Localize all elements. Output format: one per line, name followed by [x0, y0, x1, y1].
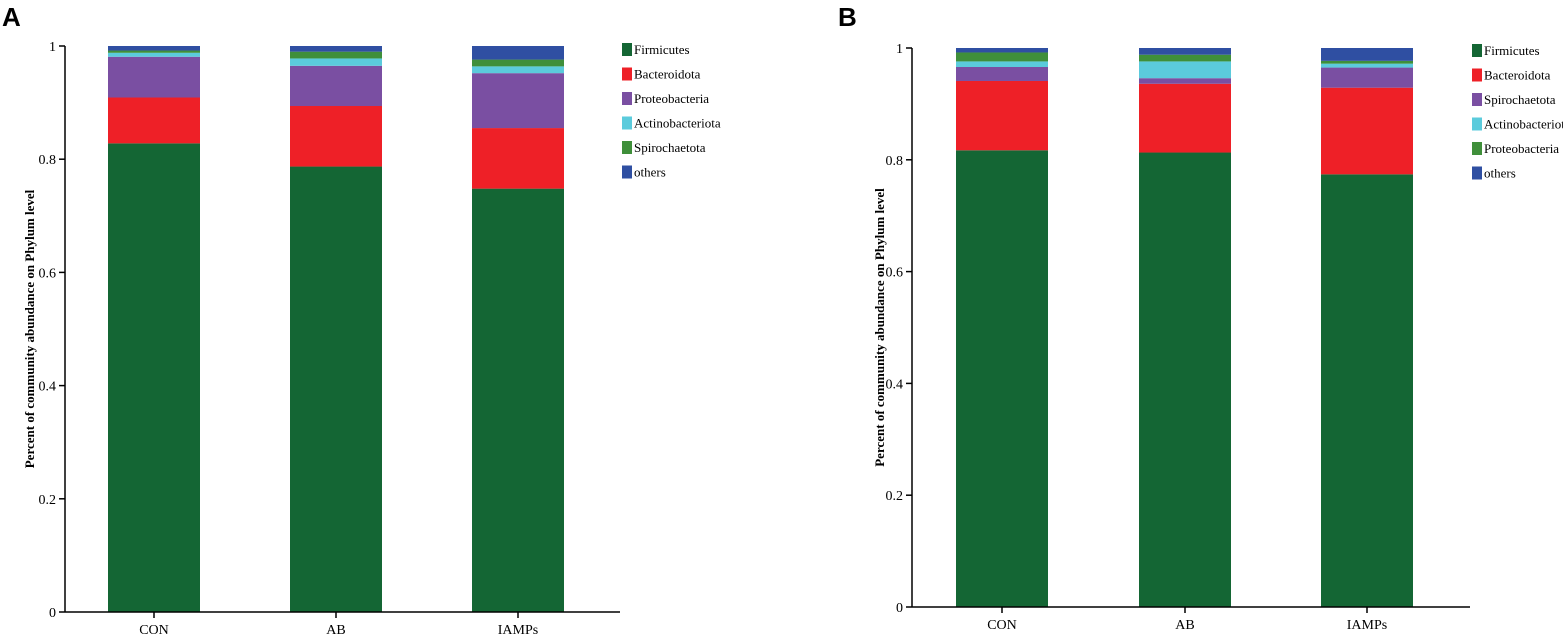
panel-b-y-tick-label: 0	[896, 601, 903, 616]
panel-a-y-tick-label: 0.8	[39, 153, 57, 168]
panel-a-bar-iamps-bacteroidota	[472, 128, 564, 189]
panel-a-y-axis-label: Percent of community abundance on Phylum…	[22, 189, 37, 468]
panel-b-legend-label-spirochaetota: Spirochaetota	[1484, 92, 1556, 107]
panel-a-bar-con-spirochaetota	[108, 50, 200, 53]
panel-b-legend-label-others: others	[1484, 166, 1516, 181]
panel-b-y-tick-label: 0.2	[886, 489, 904, 504]
panel-a-bar-iamps-others	[472, 46, 564, 60]
panel-b-bar-con-firmicutes	[956, 150, 1048, 607]
panel-b-bar-iamps-proteobacteria	[1321, 60, 1413, 64]
panel-a-bar-ab-bacteroidota	[290, 105, 382, 167]
panel-b-bar-con-proteobacteria	[956, 52, 1048, 62]
panel-a-bar-iamps-firmicutes	[472, 188, 564, 612]
panel-b-y-tick-label: 0.6	[886, 266, 904, 281]
panel-b-bar-iamps-spirochaetota	[1321, 67, 1413, 88]
panel-b-bar-con-bacteroidota	[956, 80, 1048, 151]
panel-a-y-tick-label: 0	[49, 606, 56, 621]
panel-a-x-tick-label-ab: AB	[326, 623, 345, 638]
panel-a-y-tick-label: 0.2	[39, 493, 57, 508]
panel-a-legend-label-spirochaetota: Spirochaetota	[634, 140, 706, 155]
panel-b-bar-ab-spirochaetota	[1139, 78, 1231, 84]
panel-b-bar-iamps-bacteroidota	[1321, 87, 1413, 175]
panel-a-bar-ab-others	[290, 46, 382, 52]
panel-b: B CON AB IAMPs 0 0.2 0.4 0.6 0.8 1 Percent of comm…	[838, 2, 1563, 633]
panel-b-legend-swatch-actinobacteriota	[1472, 117, 1482, 131]
panel-b-bar-con-actinobacteriota	[956, 61, 1048, 68]
panel-b-legend-swatch-proteobacteria	[1472, 142, 1482, 155]
panel-b-legend-swatch-bacteroidota	[1472, 68, 1482, 82]
panel-a-legend-label-proteobacteria: Proteobacteria	[634, 91, 709, 106]
panel-a-bar-con-bacteroidota	[108, 97, 200, 144]
panel-a-legend-label-actinobacteriota: Actinobacteriota	[634, 116, 721, 131]
panel-a-y-tick-label: 1	[49, 40, 56, 55]
panel-a-x-tick-label-iamps: IAMPs	[498, 623, 538, 638]
panel-b-bar-iamps-others	[1321, 48, 1413, 61]
panel-b-letter: B	[838, 2, 857, 32]
panel-a-letter: A	[2, 2, 21, 32]
panel-a-y-tick-label: 0.6	[39, 266, 57, 281]
panel-b-x-tick-label-ab: AB	[1175, 618, 1194, 633]
panel-b-legend-label-proteobacteria: Proteobacteria	[1484, 141, 1559, 156]
panel-b-legend-swatch-firmicutes	[1472, 44, 1482, 57]
panel-a-bar-iamps-spirochaetota	[472, 59, 564, 67]
panel-b-bar-iamps-actinobacteriota	[1321, 63, 1413, 68]
panel-b-legend-label-actinobacteriota: Actinobacteriota	[1484, 117, 1563, 132]
panel-b-legend-label-firmicutes: Firmicutes	[1484, 43, 1540, 58]
panel-b-bar-con-spirochaetota	[956, 67, 1048, 81]
panel-a-legend-swatch-firmicutes	[622, 43, 632, 56]
panel-a-legend-label-others: others	[634, 165, 666, 180]
panel-b-y-axis-label: Percent of community abundance on Phylum…	[872, 188, 887, 467]
panel-b-bar-ab-bacteroidota	[1139, 83, 1231, 153]
panel-a-bar-ab-proteobacteria	[290, 65, 382, 106]
panel-b-bar-ab-proteobacteria	[1139, 54, 1231, 62]
panel-a-bar-con-firmicutes	[108, 143, 200, 613]
panel-b-y-tick-label: 0.4	[886, 377, 904, 392]
panel-a-legend-swatch-bacteroidota	[622, 67, 632, 81]
panel-a-y-tick-label: 0.4	[39, 380, 57, 395]
panel-a-legend-label-bacteroidota: Bacteroidota	[634, 67, 701, 82]
panel-a-bar-ab-actinobacteriota	[290, 58, 382, 66]
panel-b-legend-swatch-spirochaetota	[1472, 93, 1482, 106]
panel-a-bar-iamps-actinobacteriota	[472, 66, 564, 74]
panel-a-legend-swatch-others	[622, 165, 632, 179]
panel-a-bar-iamps-proteobacteria	[472, 73, 564, 129]
panel-a-legend-swatch-spirochaetota	[622, 141, 632, 154]
panel-b-y-tick-label: 1	[896, 42, 903, 57]
panel-b-x-tick-label-iamps: IAMPs	[1347, 618, 1387, 633]
panel-a-x-tick-label-con: CON	[139, 623, 169, 638]
panel-b-bar-iamps-firmicutes	[1321, 174, 1413, 608]
panel-a-bar-con-others	[108, 46, 200, 51]
panel-b-y-tick-label: 0.8	[886, 154, 904, 169]
panel-a-bar-ab-spirochaetota	[290, 51, 382, 59]
panel-b-bar-con-others	[956, 48, 1048, 53]
panel-b-bar-ab-others	[1139, 48, 1231, 55]
panel-b-legend-swatch-others	[1472, 166, 1482, 180]
panel-b-bar-ab-firmicutes	[1139, 152, 1231, 607]
panel-a-legend-swatch-actinobacteriota	[622, 116, 632, 130]
panel-b-bar-ab-actinobacteriota	[1139, 61, 1231, 79]
panel-a: A CON AB IAMPs 0 0.2 0.4 0.6 0.8 1 Percent of comm…	[2, 2, 721, 638]
panel-a-bar-con-proteobacteria	[108, 56, 200, 98]
panel-b-x-tick-label-con: CON	[987, 618, 1017, 633]
panel-b-legend-label-bacteroidota: Bacteroidota	[1484, 68, 1551, 83]
panel-a-bar-ab-firmicutes	[290, 166, 382, 613]
panel-a-bar-con-actinobacteriota	[108, 52, 200, 57]
panel-a-legend-label-firmicutes: Firmicutes	[634, 42, 690, 57]
panel-a-legend-swatch-proteobacteria	[622, 92, 632, 105]
